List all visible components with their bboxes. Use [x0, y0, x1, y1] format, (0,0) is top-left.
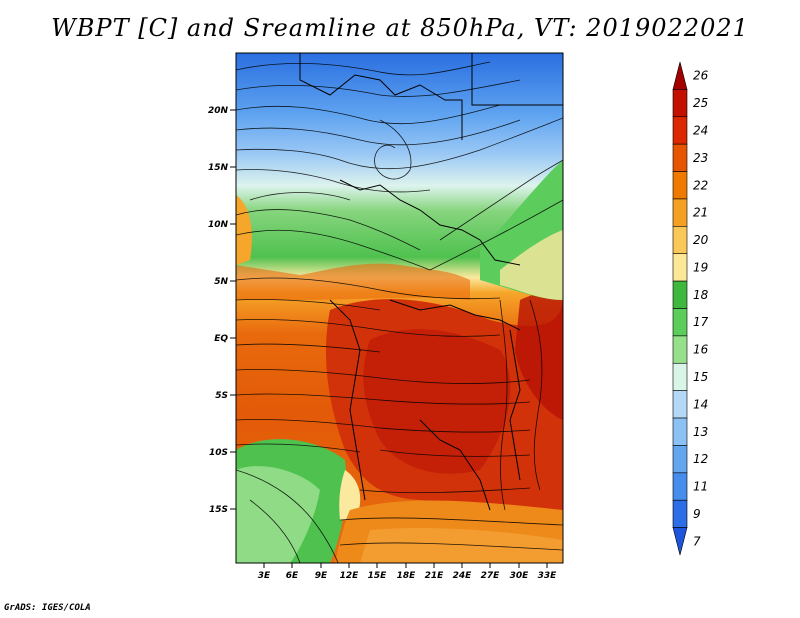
colorbar-swatch	[672, 143, 688, 172]
colorbar-label: 24	[693, 123, 708, 137]
colorbar-label: 7	[693, 534, 701, 548]
page-title: WBPT [C] and Sreamline at 850hPa, VT: 20…	[51, 14, 749, 42]
colorbar-swatch	[672, 171, 688, 200]
lat-label: 15S	[209, 505, 228, 515]
lon-label: 27E	[481, 571, 501, 581]
colorbar-label: 25	[693, 96, 708, 110]
lon-label: 3E	[258, 571, 271, 581]
colorbar-swatch	[672, 362, 688, 391]
colorbar-label: 12	[693, 452, 708, 466]
grads-credit: GrADS: IGES/COLA	[4, 603, 91, 613]
colorbar-label: 14	[693, 397, 708, 411]
colorbar-label: 17	[693, 315, 709, 329]
colorbar-swatch	[672, 417, 688, 446]
colorbar-swatch	[672, 308, 688, 337]
lon-label: 9E	[315, 571, 328, 581]
colorbar-label: 23	[693, 151, 708, 165]
map-field	[236, 53, 563, 563]
lat-label: EQ	[214, 334, 228, 344]
lon-label: 33E	[538, 571, 558, 581]
colorbar-swatch	[672, 335, 688, 364]
map-frame	[235, 52, 564, 564]
colorbar-label: 16	[693, 343, 709, 357]
colorbar-swatch	[672, 116, 688, 145]
colorbar-swatch	[672, 253, 688, 282]
lat-label: 20N	[208, 106, 229, 116]
colorbar-label: 21	[693, 206, 708, 220]
colorbar-label: 20	[693, 233, 709, 247]
lon-label: 18E	[397, 571, 417, 581]
lat-label: 5S	[215, 391, 228, 401]
colorbar-label: 26	[693, 69, 709, 83]
lat-label: 15N	[208, 163, 229, 173]
lon-label: 15E	[368, 571, 388, 581]
colorbar-label: 13	[693, 425, 708, 439]
colorbar-swatch	[672, 280, 688, 309]
lat-label: 10S	[209, 448, 228, 458]
colorbar-swatch	[672, 472, 688, 501]
lon-label: 12E	[340, 571, 360, 581]
lon-label: 21E	[425, 571, 445, 581]
colorbar-label: 19	[693, 260, 708, 274]
colorbar-label: 18	[693, 288, 709, 302]
colorbar-swatch	[672, 527, 688, 556]
colorbar-label: 9	[693, 507, 701, 521]
lat-label: 5N	[214, 277, 228, 287]
colorbar-label: 11	[693, 480, 708, 494]
colorbar-swatch	[672, 198, 688, 227]
lon-axis: 3E 6E 9E 12E 15E 18E 21E 24E 27E 30E 33E	[258, 563, 557, 581]
colorbar-swatch	[672, 445, 688, 474]
colorbar-swatch	[672, 61, 688, 90]
lon-label: 6E	[286, 571, 299, 581]
lon-label: 24E	[453, 571, 473, 581]
colorbar: 26 25 24 23 22 21 20 19 18 17 16 15 14 13 12 11 9 7	[672, 61, 709, 556]
lat-axis: 20N 15N 10N 5N EQ 5S 10S 15S	[208, 106, 236, 515]
colorbar-label: 22	[693, 178, 708, 192]
colorbar-swatch	[672, 499, 688, 528]
colorbar-swatch	[672, 390, 688, 419]
lat-label: 10N	[208, 220, 229, 230]
colorbar-swatch	[672, 89, 688, 118]
colorbar-swatch	[672, 226, 688, 255]
colorbar-label: 15	[693, 370, 708, 384]
lon-label: 30E	[510, 571, 530, 581]
